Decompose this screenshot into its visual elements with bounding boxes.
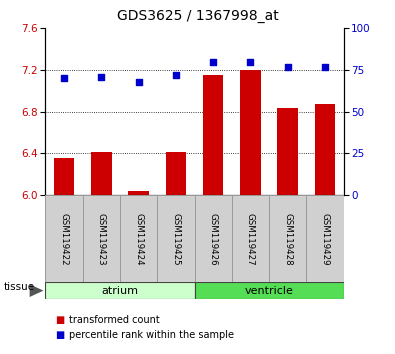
Bar [277, 108, 298, 195]
Point [135, 79, 142, 84]
Bar [269, 195, 307, 283]
Bar [194, 195, 232, 283]
Bar [91, 152, 112, 195]
Bar [120, 195, 157, 283]
Text: transformed count: transformed count [69, 315, 160, 325]
Point [98, 74, 105, 79]
Polygon shape [30, 284, 43, 297]
Point [61, 75, 67, 81]
Bar [128, 190, 149, 195]
Bar [194, 282, 344, 299]
Bar [240, 70, 261, 195]
Point [284, 64, 291, 69]
Text: GSM119429: GSM119429 [320, 213, 329, 265]
Text: tissue: tissue [4, 282, 35, 292]
Point [247, 59, 254, 64]
Text: ■: ■ [55, 330, 64, 339]
Point [322, 64, 328, 69]
Text: GSM119423: GSM119423 [97, 213, 106, 265]
Bar [232, 195, 269, 283]
Text: percentile rank within the sample: percentile rank within the sample [69, 330, 234, 339]
Point [173, 72, 179, 78]
Bar [315, 104, 335, 195]
Bar [157, 195, 194, 283]
Text: GSM119426: GSM119426 [209, 213, 218, 265]
Bar [45, 282, 194, 299]
Text: GDS3625 / 1367998_at: GDS3625 / 1367998_at [117, 9, 278, 23]
Text: GSM119427: GSM119427 [246, 213, 255, 265]
Bar [166, 152, 186, 195]
Text: GSM119424: GSM119424 [134, 213, 143, 265]
Bar [54, 158, 74, 195]
Text: ■: ■ [55, 315, 64, 325]
Text: atrium: atrium [102, 286, 139, 296]
Text: GSM119428: GSM119428 [283, 213, 292, 265]
Bar [83, 195, 120, 283]
Bar [45, 195, 83, 283]
Bar [307, 195, 344, 283]
Text: ventricle: ventricle [245, 286, 293, 296]
Text: GSM119425: GSM119425 [171, 213, 181, 265]
Point [210, 59, 216, 64]
Text: GSM119422: GSM119422 [60, 213, 69, 265]
Bar [203, 75, 224, 195]
